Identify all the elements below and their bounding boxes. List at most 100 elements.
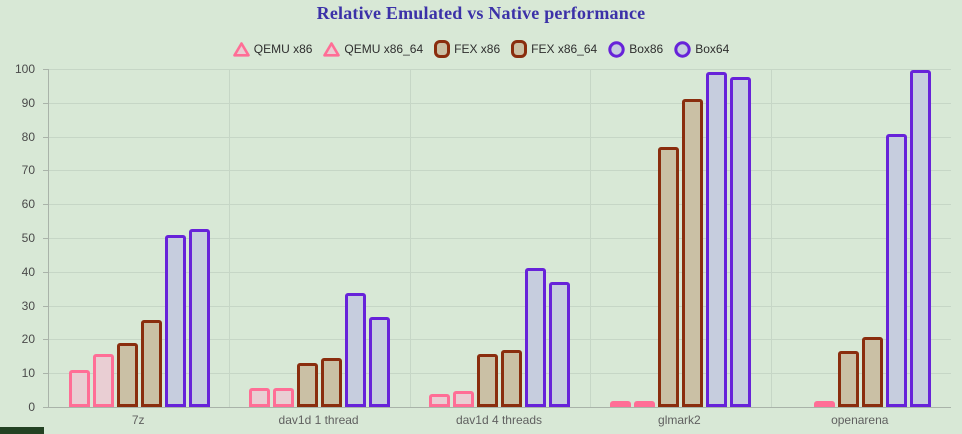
legend-label: QEMU x86 [253,42,313,56]
bar-group-7z [49,69,229,407]
bar-box64-dav1d-4-threads [549,281,571,407]
bar-group-dav1d-1-thread [229,69,409,407]
bar-group-dav1d-4-threads [410,69,590,407]
gridline-y-10 [49,373,951,375]
y-axis-tick [43,170,49,172]
y-tick-label: 90 [21,95,35,110]
legend-label: FEX x86 [454,42,501,56]
bar-box64-glmark2 [729,76,751,407]
y-axis-tick [43,305,49,307]
x-axis-labels: 7z dav1d 1 thread dav1d 4 threads glmark2 op… [48,413,950,429]
bar-fex-x86-64-openarena [862,336,884,407]
y-axis-labels: 0 10 20 30 40 50 60 70 80 90 100 [0,62,42,414]
bar-fex-x86-64-glmark2 [681,99,703,407]
screen-corner-fragment [0,427,44,434]
plot-area [43,69,951,408]
y-axis-tick [43,69,49,70]
y-axis-tick [43,238,49,239]
y-tick-label: 50 [21,231,35,245]
bar-box86-dav1d-4-threads [525,268,547,407]
y-tick-label: 0 [28,400,35,414]
legend-marker-triangle-icon [232,41,250,57]
legend-item-box64: Box64 [674,40,730,58]
legend-marker-circle-icon [608,40,625,58]
y-tick-label: 70 [21,163,35,178]
y-axis-tick [43,102,49,104]
legend-item-box86: Box86 [608,40,664,58]
legend-label: Box64 [695,42,730,56]
chart-legend: QEMU x86 QEMU x86_64 FEX x86 FEX x86_64 Box8… [0,40,962,58]
x-category-label: glmark2 [658,413,701,427]
y-axis-tick [43,339,49,341]
gridline-y-30 [49,305,951,307]
bar-fex-x86-glmark2 [657,146,679,407]
gridline-y-50 [49,238,951,239]
gridline-y-100 [49,69,951,70]
y-tick-label: 60 [21,197,35,212]
gridline-y-20 [49,339,951,341]
bar-qemu-x86-7z [68,369,90,407]
x-category-label: openarena [831,413,889,427]
y-tick-label: 30 [21,298,35,313]
x-category-label: dav1d 1 thread [278,413,359,427]
gridline-y-80 [49,136,951,138]
legend-marker-square-icon [511,40,528,58]
bar-fex-x86-64-7z [140,319,162,407]
group-separator [770,69,772,407]
y-tick-label: 100 [14,62,35,76]
group-separator [590,69,592,407]
gridline-y-40 [49,271,951,273]
bar-qemu-x86-dav1d-1-thread [249,387,271,407]
gridline-y-90 [49,102,951,104]
bar-qemu-x86-glmark2 [609,401,631,407]
y-tick-label: 80 [21,129,35,144]
bar-box64-dav1d-1-thread [369,316,391,407]
bar-group-openarena [771,69,951,407]
y-axis-tick [43,373,49,375]
bar-fex-x86-64-dav1d-1-thread [321,357,343,407]
legend-label: Box86 [629,42,664,56]
y-axis-tick [43,204,49,206]
legend-label: FEX x86_64 [531,42,598,56]
gridline-y-60 [49,204,951,206]
x-category-label: dav1d 4 threads [455,413,542,427]
bar-group-glmark2 [590,69,770,407]
bar-qemu-x86-dav1d-4-threads [429,394,451,407]
bar-qemu-x86-64-7z [92,353,114,407]
legend-item-fex-x86-64: FEX x86_64 [511,40,597,58]
y-tick-label: 20 [21,332,35,347]
legend-marker-square-icon [434,40,451,58]
legend-label: QEMU x86_64 [344,42,424,56]
bar-box86-openarena [886,133,908,407]
y-axis-tick [43,271,49,273]
legend-item-fex-x86: FEX x86 [434,40,500,58]
bar-fex-x86-7z [116,343,138,407]
legend-marker-triangle-icon [323,41,341,57]
bar-qemu-x86-64-dav1d-1-thread [273,387,295,407]
x-category-label: 7z [131,413,145,427]
bar-box86-dav1d-1-thread [345,292,367,407]
bar-box64-7z [188,228,210,407]
group-separator [409,69,411,407]
gridline-y-70 [49,170,951,172]
bar-fex-x86-dav1d-4-threads [477,353,499,407]
y-tick-label: 40 [21,264,35,279]
legend-marker-circle-icon [674,40,691,58]
group-separator [229,69,231,407]
y-axis-tick [43,407,49,408]
legend-item-qemu-x86: QEMU x86 [232,41,313,57]
legend-item-qemu-x86-64: QEMU x86_64 [323,41,424,57]
bar-qemu-x86-64-openarena [814,401,836,407]
bar-fex-x86-openarena [838,351,860,407]
bar-qemu-x86-64-dav1d-4-threads [453,391,475,407]
bar-fex-x86-dav1d-1-thread [297,363,319,407]
chart-title: Relative Emulated vs Native performance [316,3,646,23]
bar-qemu-x86-64-glmark2 [633,401,655,407]
bar-box86-7z [164,235,186,407]
bar-box64-openarena [910,69,932,407]
bar-fex-x86-64-dav1d-4-threads [501,350,523,407]
y-axis-tick [43,136,49,138]
y-tick-label: 10 [21,366,35,381]
bar-box86-glmark2 [705,72,727,407]
